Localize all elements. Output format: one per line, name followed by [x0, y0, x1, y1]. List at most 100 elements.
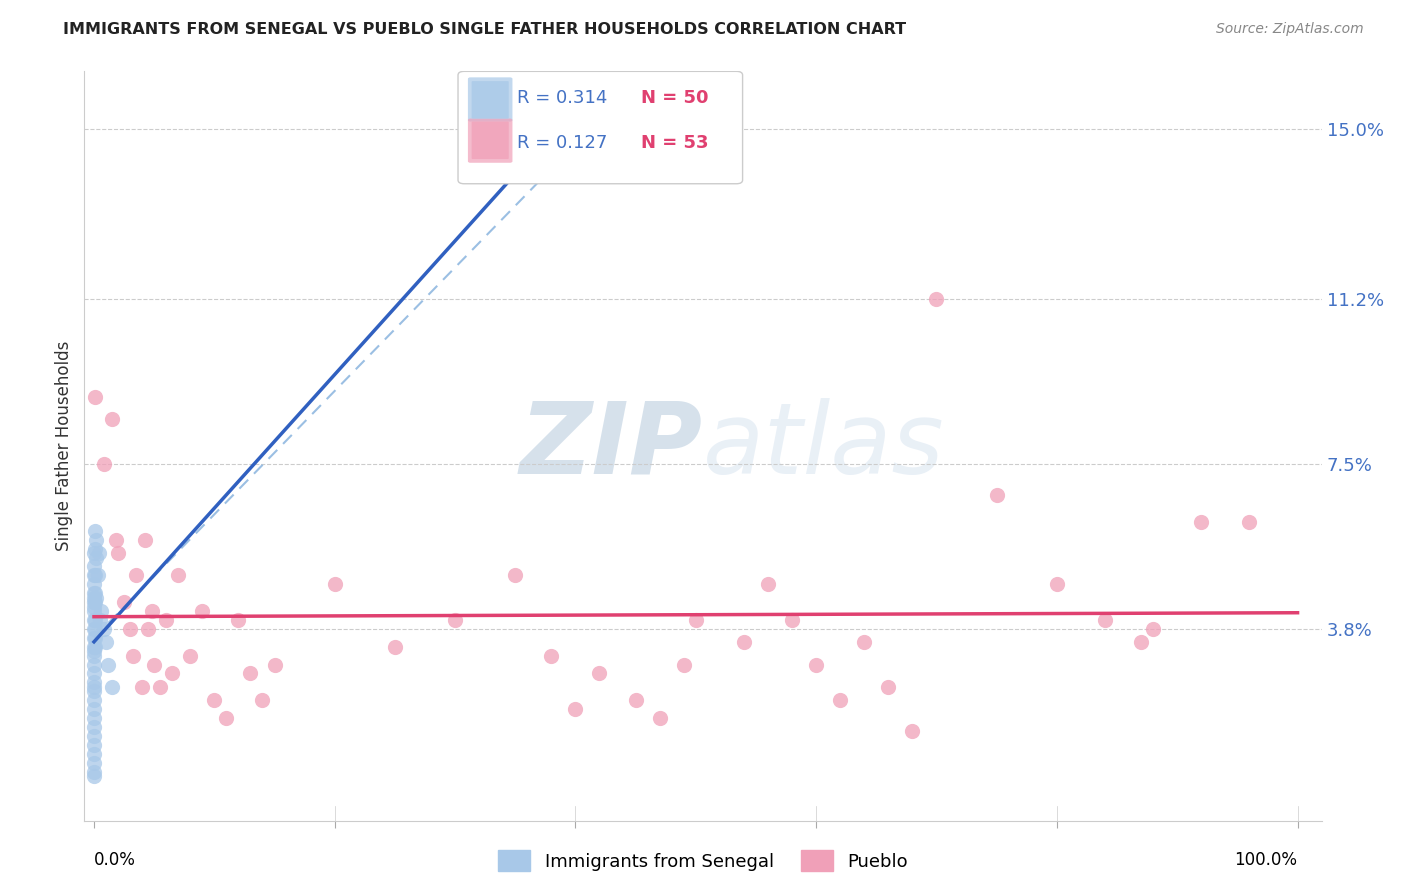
Point — [101, 412, 124, 426]
Point — [756, 577, 779, 591]
Point — [685, 613, 707, 627]
Point — [1239, 515, 1261, 529]
Point — [87, 546, 110, 560]
Point — [239, 666, 262, 681]
Point — [83, 769, 105, 783]
FancyBboxPatch shape — [468, 78, 512, 121]
Point — [86, 568, 108, 582]
Point — [121, 648, 143, 663]
Point — [83, 684, 105, 698]
Point — [84, 586, 107, 600]
Point — [84, 524, 107, 538]
FancyBboxPatch shape — [468, 119, 512, 162]
Point — [83, 622, 105, 636]
Point — [83, 568, 105, 582]
Text: ZIP: ZIP — [520, 398, 703, 494]
Point — [83, 738, 105, 752]
Point — [94, 635, 117, 649]
Point — [83, 591, 105, 605]
Point — [83, 675, 105, 690]
Point — [149, 680, 172, 694]
Point — [86, 550, 108, 565]
Text: Source: ZipAtlas.com: Source: ZipAtlas.com — [1216, 22, 1364, 37]
Point — [120, 622, 142, 636]
Point — [202, 693, 225, 707]
Point — [804, 657, 827, 672]
Point — [83, 613, 105, 627]
Text: IMMIGRANTS FROM SENEGAL VS PUEBLO SINGLE FATHER HOUSEHOLDS CORRELATION CHART: IMMIGRANTS FROM SENEGAL VS PUEBLO SINGLE… — [63, 22, 907, 37]
Point — [83, 720, 105, 734]
Point — [624, 693, 647, 707]
Point — [84, 390, 107, 404]
Point — [215, 711, 238, 725]
Point — [564, 702, 586, 716]
Point — [1094, 613, 1116, 627]
Point — [155, 613, 177, 627]
Point — [167, 568, 190, 582]
Point — [83, 604, 105, 618]
Point — [83, 599, 105, 614]
Point — [131, 680, 153, 694]
Text: N = 50: N = 50 — [641, 88, 709, 106]
Text: N = 53: N = 53 — [641, 134, 709, 152]
Point — [191, 604, 214, 618]
Point — [83, 729, 105, 743]
Point — [83, 644, 105, 658]
Point — [83, 546, 105, 560]
Point — [588, 666, 610, 681]
Point — [86, 591, 108, 605]
Point — [93, 457, 115, 471]
Point — [89, 613, 111, 627]
Point — [901, 724, 924, 739]
Point — [384, 640, 406, 654]
Point — [101, 680, 124, 694]
Point — [83, 702, 105, 716]
Point — [648, 711, 671, 725]
Point — [112, 595, 135, 609]
Point — [93, 622, 115, 636]
Point — [83, 680, 105, 694]
Text: atlas: atlas — [703, 398, 945, 494]
Point — [1142, 622, 1164, 636]
Point — [134, 533, 156, 547]
Point — [84, 595, 107, 609]
Point — [986, 488, 1008, 502]
Point — [136, 622, 159, 636]
Point — [228, 613, 250, 627]
Point — [733, 635, 755, 649]
Point — [84, 622, 107, 636]
Point — [780, 613, 803, 627]
Point — [1189, 515, 1212, 529]
Point — [853, 635, 876, 649]
Point — [107, 546, 129, 560]
Point — [444, 613, 467, 627]
Text: 0.0%: 0.0% — [94, 851, 136, 869]
Point — [540, 648, 562, 663]
Point — [84, 631, 107, 645]
Point — [84, 541, 107, 556]
Point — [925, 292, 948, 306]
Y-axis label: Single Father Households: Single Father Households — [55, 341, 73, 551]
Point — [86, 533, 108, 547]
Point — [83, 586, 105, 600]
Point — [1046, 577, 1069, 591]
Point — [125, 568, 148, 582]
Point — [83, 640, 105, 654]
Point — [83, 693, 105, 707]
Point — [263, 657, 285, 672]
Text: R = 0.127: R = 0.127 — [517, 134, 607, 152]
Text: 100.0%: 100.0% — [1234, 851, 1298, 869]
Point — [877, 680, 900, 694]
FancyBboxPatch shape — [471, 81, 509, 119]
Point — [323, 577, 346, 591]
Point — [830, 693, 852, 707]
Point — [83, 577, 105, 591]
FancyBboxPatch shape — [471, 121, 509, 159]
Point — [83, 631, 105, 645]
Point — [160, 666, 183, 681]
Point — [83, 747, 105, 761]
Point — [83, 711, 105, 725]
Point — [83, 657, 105, 672]
Point — [1130, 635, 1153, 649]
Point — [672, 657, 695, 672]
